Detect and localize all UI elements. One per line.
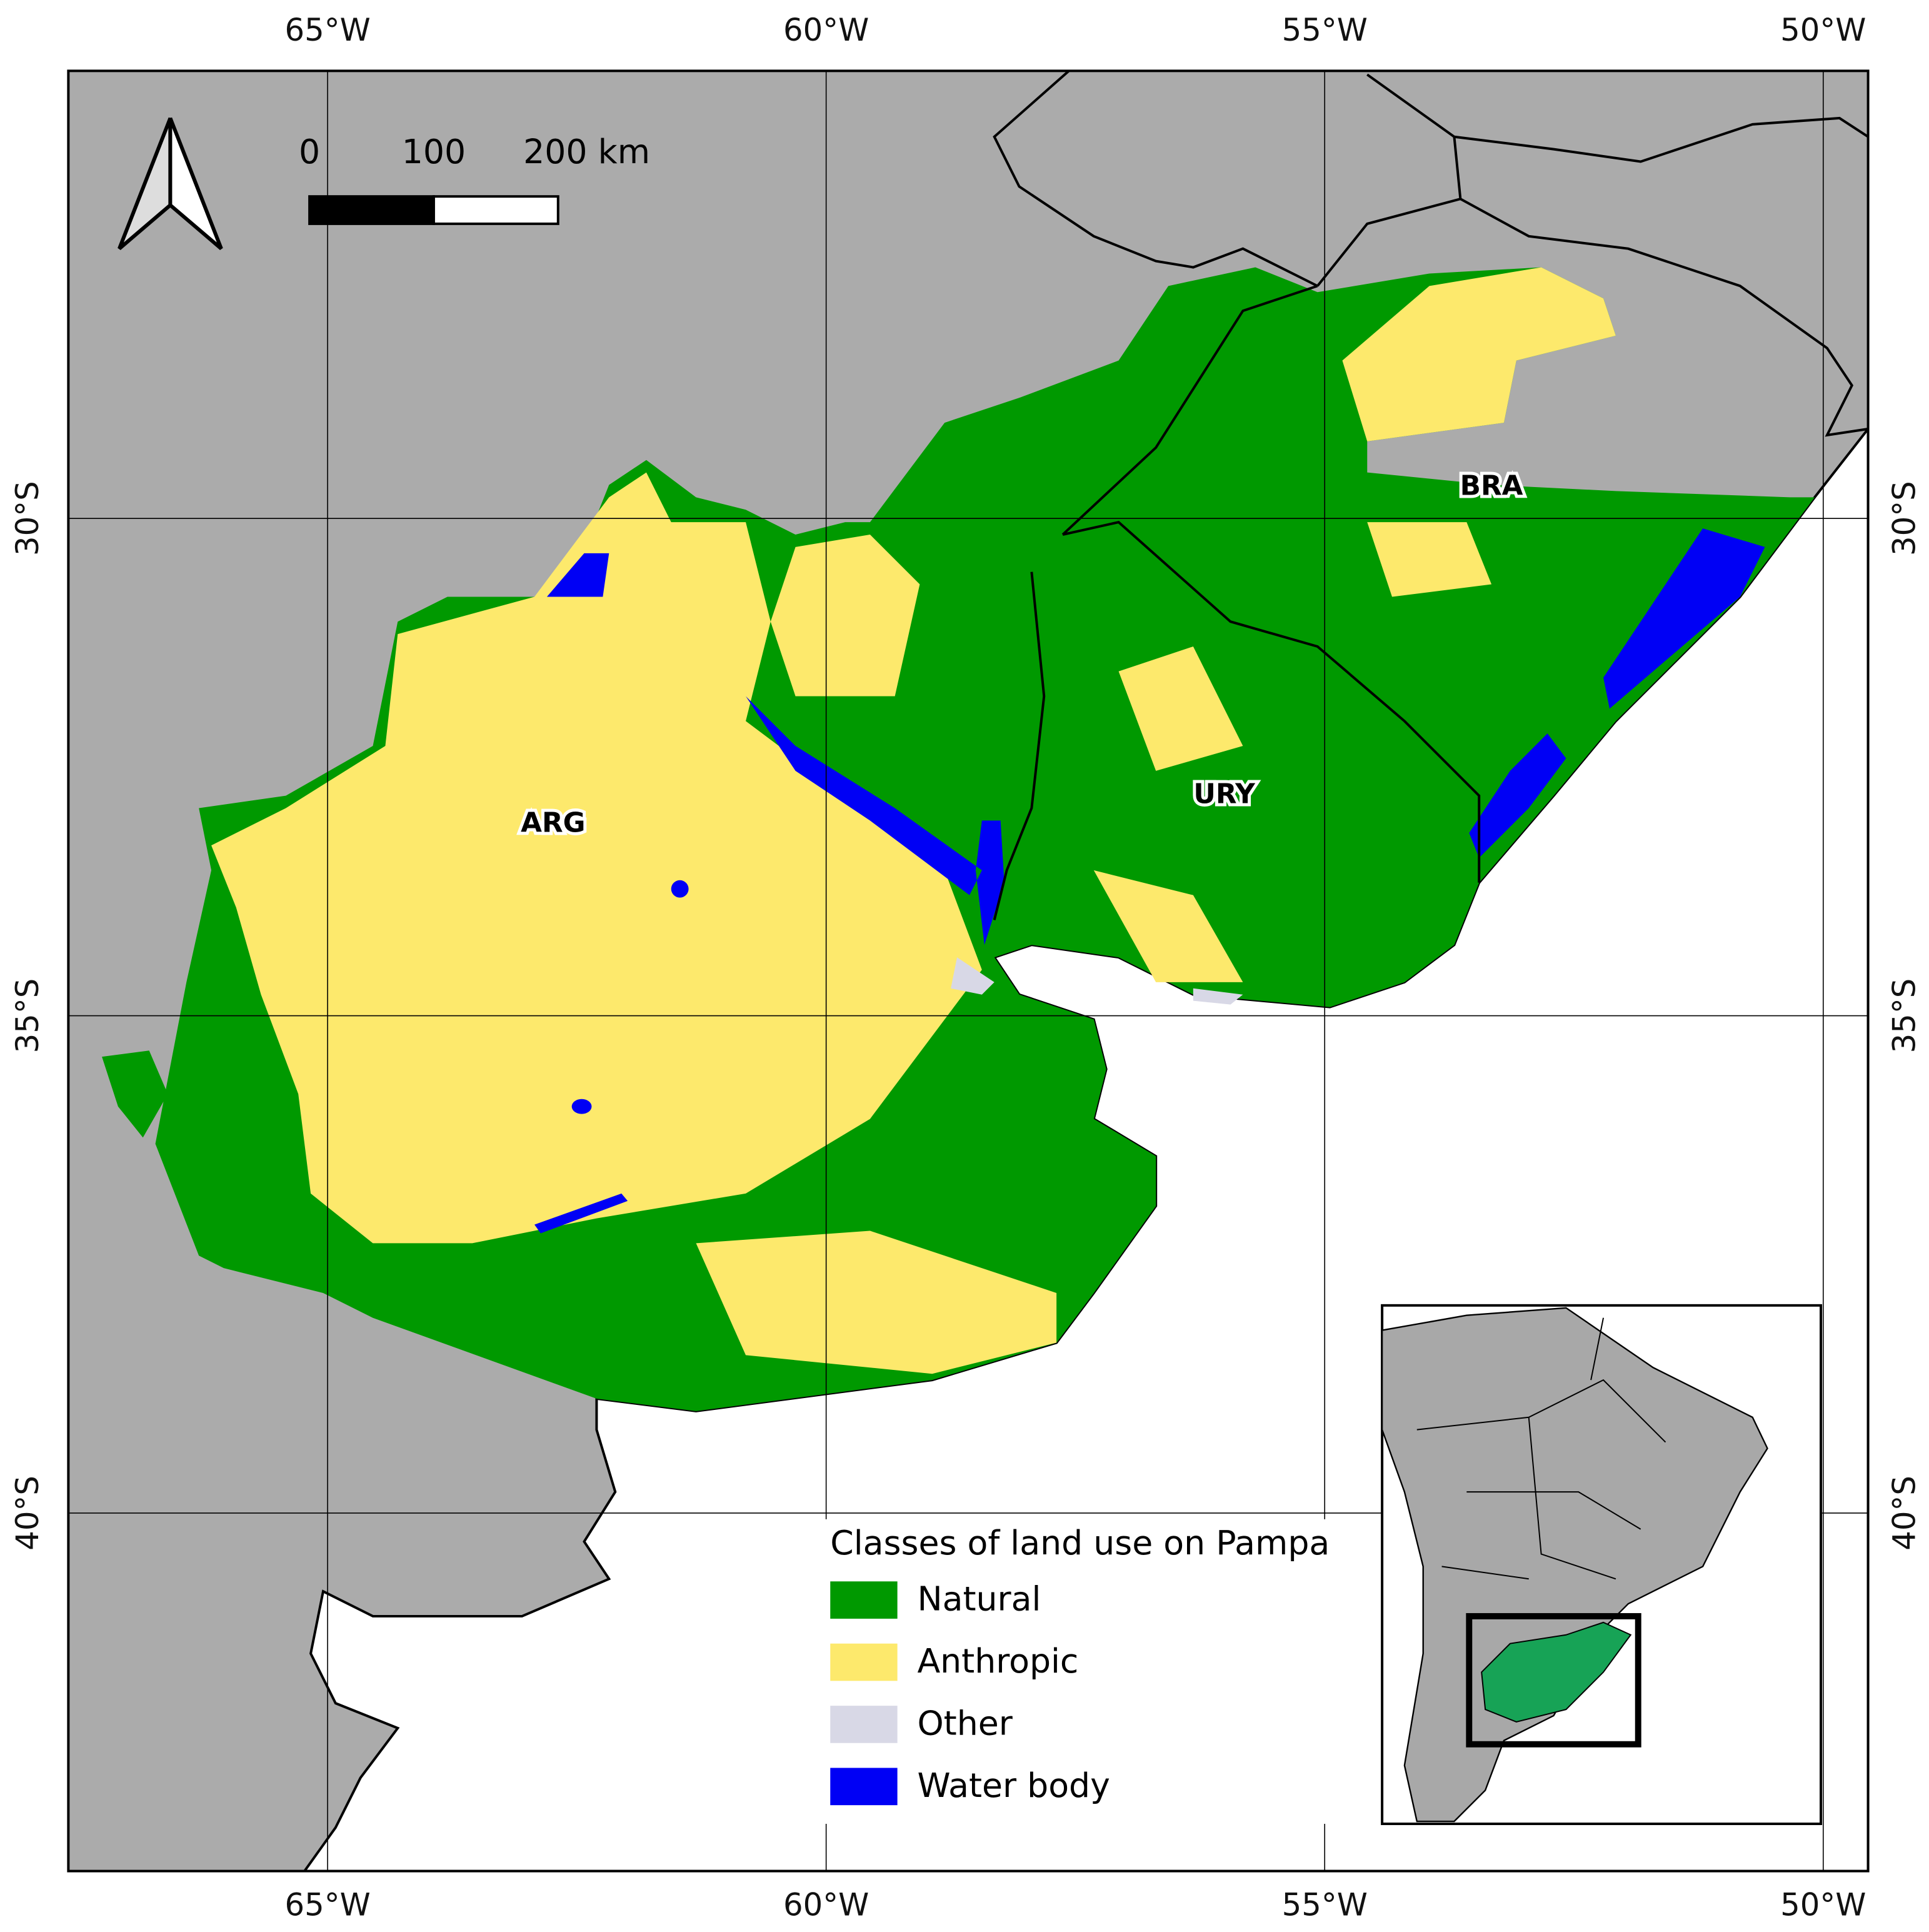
legend-title: Classes of land use on Pampa [830,1523,1330,1562]
legend-background [814,1519,1368,1824]
legend-label: Natural [917,1579,1041,1619]
scale-segment [432,195,559,225]
country-label: ARG [521,807,585,838]
legend-label: Water body [917,1766,1110,1805]
y-tick-label: 30°S [1886,481,1923,556]
y-tick-label: 40°S [9,1476,46,1551]
scale-bar: 0 100 200 km [299,132,650,225]
x-tick-label: 60°W [783,1887,869,1923]
border [993,71,1868,920]
x-tick-label: 65°W [284,12,370,48]
x-tick-label: 50°W [1780,12,1866,48]
scale-label: 100 [402,132,466,171]
y-tick-label: 30°S [9,481,46,556]
y-tick-label: 35°S [9,979,46,1054]
legend-swatch [830,1643,898,1681]
inset-map [1381,1304,1822,1825]
y-tick-label: 40°S [1886,1476,1923,1551]
map-body [68,71,1868,1871]
x-tick-label: 65°W [284,1887,370,1923]
y-tick-label: 35°S [1886,979,1923,1054]
anthropic-area [211,267,1616,1374]
scale-label: 0 [299,132,320,171]
other-area [951,957,1243,1005]
legend-label: Anthropic [917,1641,1078,1681]
north-arrow [118,117,223,250]
x-tick-label: 50°W [1780,1887,1866,1923]
legend-swatch [830,1581,898,1619]
legend-swatch [830,1706,898,1743]
scale-label: 200 km [523,132,650,171]
country-label: BRA [1460,470,1523,501]
map-frame [67,69,1870,1873]
scale-segment [308,195,435,225]
x-tick-label: 60°W [783,12,869,48]
x-tick-label: 55°W [1282,12,1368,48]
country-label: URY [1193,778,1256,810]
legend-swatch [830,1768,898,1806]
legend-label: Other [917,1704,1013,1743]
x-tick-label: 55°W [1282,1887,1368,1923]
graticule [68,71,1868,1871]
legend: Classes of land use on Pampa Natural Anth… [830,1523,1330,1806]
